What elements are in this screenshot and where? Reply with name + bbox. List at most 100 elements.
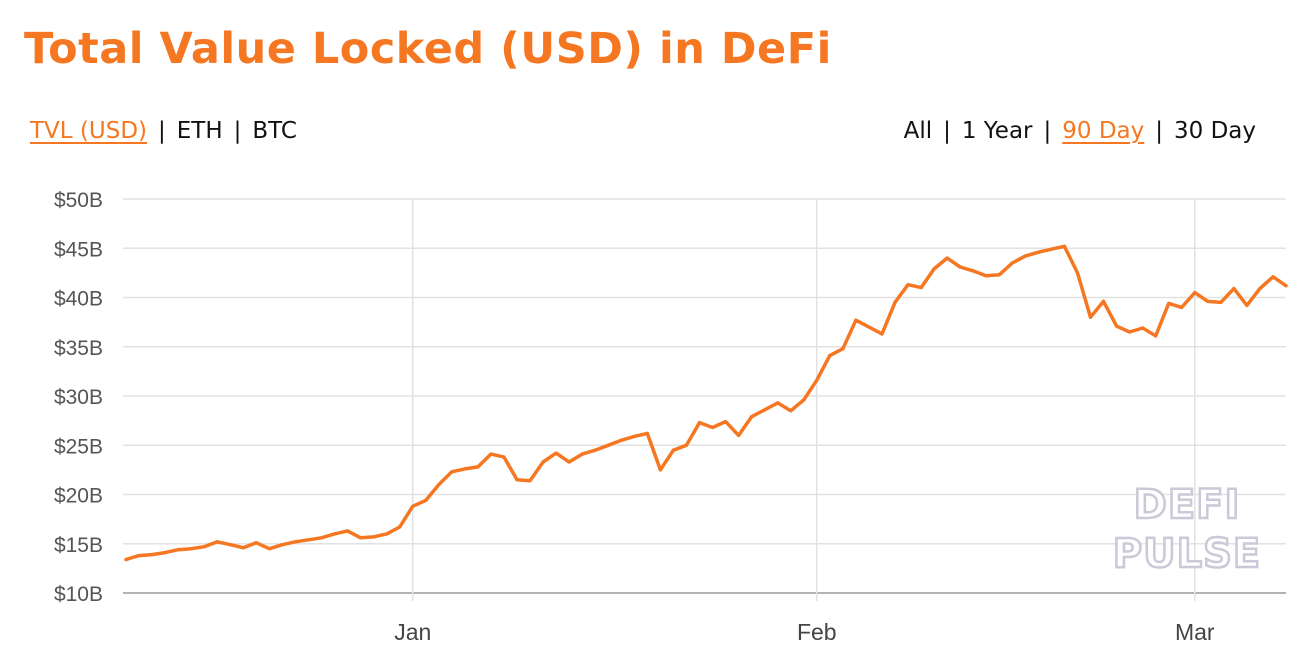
data-point [476,465,480,469]
metric-eth-link[interactable]: ETH [176,118,223,144]
data-point [124,557,128,562]
data-point [1167,301,1171,305]
data-point [932,267,936,271]
data-point [867,325,871,329]
data-point [1101,299,1106,303]
data-point [632,434,636,438]
y-tick-label: $10B [54,583,103,606]
tvl-data-points [124,244,1288,562]
data-point [241,546,245,550]
data-point [828,354,832,358]
data-point [684,443,689,447]
data-point [854,318,858,322]
data-point [267,547,271,551]
data-point [176,548,180,552]
data-point [280,543,284,547]
data-point [372,535,376,539]
data-point [971,269,975,273]
data-point [776,401,780,405]
data-point [789,409,793,413]
data-point [332,532,337,536]
y-tick-label: $15B [54,534,103,557]
data-point [450,470,454,474]
range-separator: | [1043,118,1052,144]
data-point [137,554,141,558]
data-point [763,408,767,412]
tvl-series-line [124,244,1288,562]
metric-tvl-usd-link[interactable]: TVL (USD) [30,118,147,144]
data-point [202,545,206,549]
x-tick-label: Mar [1175,619,1215,645]
data-point [1206,299,1210,303]
data-point [1010,261,1014,265]
data-point [724,420,728,424]
data-point [815,378,819,382]
data-point [528,479,532,483]
data-point [671,448,676,452]
data-point [945,256,949,260]
data-point [398,525,402,529]
data-point [554,451,558,455]
data-point [254,541,258,545]
data-point [997,273,1001,277]
range-separator: | [943,118,951,144]
data-point [359,536,363,540]
data-point [1232,287,1236,291]
data-point [306,538,311,542]
range-1-year-link[interactable]: 1 Year [961,118,1033,144]
x-axis-ticks: Jan Feb Mar [394,619,1215,645]
data-point [919,286,923,290]
data-point [880,332,884,336]
data-point [841,347,845,351]
y-tick-label: $35B [54,337,103,360]
data-point [1154,334,1158,338]
defi-pulse-watermark: DEFI PULSE [1112,481,1262,579]
data-point [697,421,702,425]
data-point [606,443,610,447]
watermark-line-2: PULSE [1113,531,1261,577]
data-point [489,452,493,456]
data-point [502,455,506,459]
data-point [1115,324,1119,328]
data-point [893,300,897,304]
data-point [1193,291,1197,295]
range-separator: | [1155,118,1163,144]
data-point [619,438,623,442]
data-point [1245,303,1249,307]
metric-btc-link[interactable]: BTC [252,118,297,144]
data-point [737,433,741,437]
y-tick-label: $45B [54,238,103,261]
metric-toggle-group: TVL (USD) | ETH | BTC [30,118,297,144]
data-point [710,425,715,430]
data-point [1062,244,1066,248]
data-point [346,529,350,533]
data-point [424,498,428,502]
grid-lines [123,198,1286,601]
data-point [1180,305,1184,309]
watermark-line-1: DEFI [1134,482,1241,528]
data-point [1141,326,1145,330]
data-point [541,460,545,464]
range-90-day-link[interactable]: 90 Day [1062,118,1145,144]
data-point [593,448,597,452]
y-axis-ticks: $10B $15B $20B $25B $30B $35B $40B $45B $50B [54,189,103,606]
data-point [463,467,467,471]
data-point [1128,330,1132,334]
data-point [802,398,806,402]
data-point [189,547,193,551]
data-point [215,540,219,544]
range-toggle-group: All | 1 Year | 90 Day | 30 Day [904,118,1256,144]
data-point [1219,300,1223,304]
data-point [228,543,232,547]
data-point [1036,250,1040,254]
y-tick-label: $30B [54,386,103,409]
range-all-link[interactable]: All [903,118,933,144]
data-point [437,483,441,487]
data-point [1271,275,1275,279]
data-point [1075,271,1080,275]
data-point [750,415,754,419]
range-30-day-link[interactable]: 30 Day [1174,118,1256,144]
y-tick-label: $25B [54,435,103,458]
data-point [906,283,910,287]
data-point [1023,254,1027,258]
